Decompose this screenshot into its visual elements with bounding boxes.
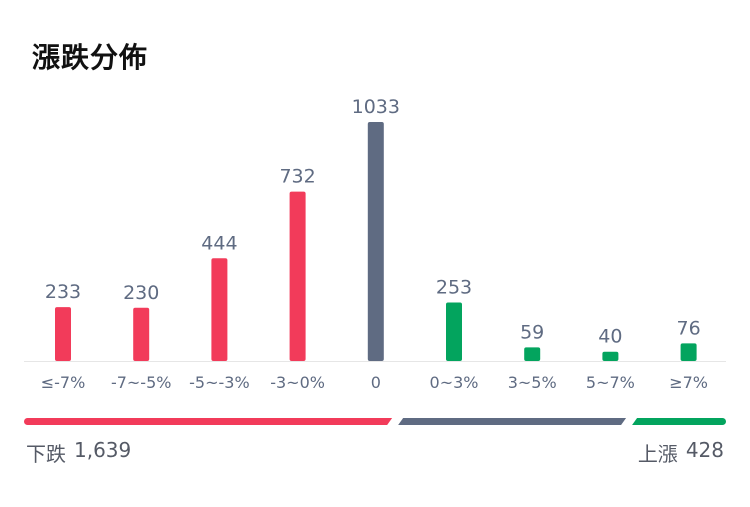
bar-3 [289, 191, 306, 361]
chart-title: 漲跌分佈 [32, 41, 149, 74]
down-total: 下跌 1,639 [26, 438, 131, 467]
bar-5 [446, 302, 462, 361]
split-bar-up [632, 418, 722, 425]
tick-label-6: 3~5% [508, 373, 557, 392]
split-bar-flat [398, 418, 627, 425]
tick-label-1: -7~-5% [111, 373, 172, 392]
tick-label-8: ≥7% [669, 373, 708, 392]
tick-label-7: 5~7% [586, 373, 635, 392]
down-total-label: 下跌 [26, 442, 66, 466]
tick-label-4: 0 [371, 373, 381, 392]
split-bar-down [28, 418, 393, 425]
bar-7 [602, 351, 619, 361]
data-label-2: 444 [201, 232, 237, 254]
tick-label-5: 0~3% [430, 373, 479, 392]
up-total-count: 428 [685, 438, 724, 462]
up-total: 上漲 428 [638, 438, 724, 467]
data-label-5: 253 [436, 276, 472, 298]
up-total-label: 上漲 [637, 442, 678, 466]
bar-8 [680, 343, 697, 361]
bar-4 [367, 122, 384, 361]
bar-1 [133, 307, 150, 361]
data-label-8: 76 [677, 317, 701, 339]
data-label-7: 40 [598, 326, 622, 348]
tick-label-0: ≤-7% [41, 373, 86, 392]
data-label-4: 1033 [352, 96, 400, 118]
data-label-6: 59 [520, 321, 544, 343]
bar-0 [55, 307, 71, 361]
bar-2 [211, 258, 228, 361]
bar-6 [524, 347, 541, 361]
data-label-3: 732 [279, 166, 315, 188]
tick-label-3: -3~0% [270, 373, 325, 392]
data-label-1: 230 [123, 282, 159, 304]
data-label-0: 233 [45, 281, 81, 303]
tick-label-2: -5~-3% [189, 373, 250, 392]
down-total-count: 1,639 [74, 438, 132, 462]
